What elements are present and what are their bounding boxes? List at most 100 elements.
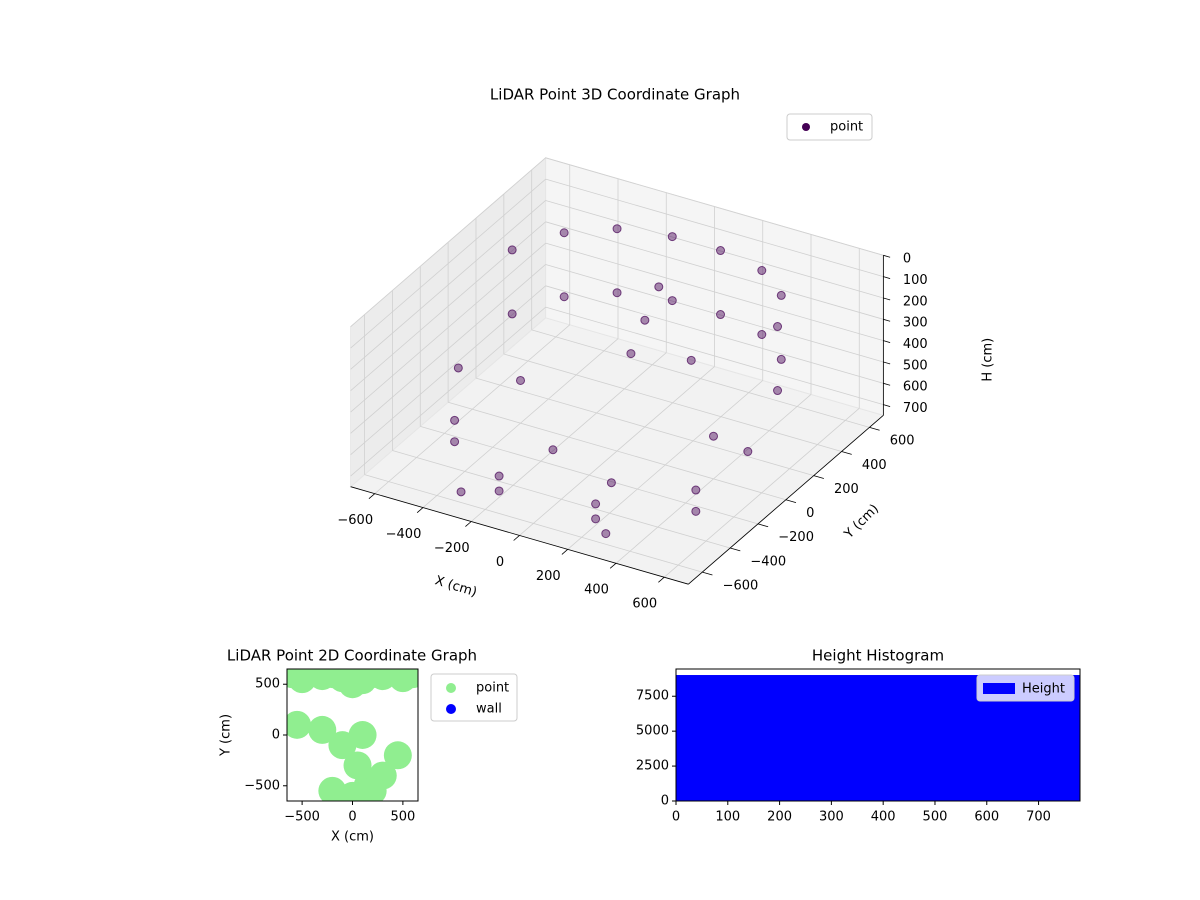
point xyxy=(507,309,517,319)
grid-line xyxy=(350,178,546,349)
x-tick-label: −600 xyxy=(337,513,373,528)
point xyxy=(612,224,622,234)
tick-mark xyxy=(368,493,376,500)
tick-mark xyxy=(883,361,891,365)
point xyxy=(667,232,677,242)
legend-label: point xyxy=(830,120,863,135)
legend-box xyxy=(430,673,518,722)
point xyxy=(591,499,601,509)
tick-mark xyxy=(513,535,520,541)
grid-line xyxy=(350,221,546,391)
point xyxy=(383,741,412,770)
legend-box xyxy=(786,113,873,141)
point xyxy=(691,506,701,516)
y-tick-label: 500 xyxy=(255,677,280,692)
legend-box xyxy=(976,674,1075,702)
x-tick-label: 200 xyxy=(536,569,561,584)
plot-area xyxy=(287,669,418,801)
tick-mark xyxy=(702,571,713,576)
point xyxy=(591,514,601,524)
chart-title: LiDAR Point 3D Coordinate Graph xyxy=(490,86,740,104)
grid-line xyxy=(545,264,884,363)
z-axis-label: H (cm) xyxy=(980,338,995,382)
point xyxy=(773,386,783,396)
chart-title: LiDAR Point 2D Coordinate Graph xyxy=(227,647,477,665)
tick-mark xyxy=(465,521,472,527)
tick-mark xyxy=(883,318,891,322)
tick-mark xyxy=(416,507,424,513)
legend-marker xyxy=(983,683,1015,694)
y-tick-label: −600 xyxy=(723,578,759,593)
legend-marker xyxy=(802,123,810,131)
point xyxy=(686,355,696,365)
x-tick-label: 400 xyxy=(584,583,609,598)
point xyxy=(626,349,636,359)
chart-title: Height Histogram xyxy=(812,647,944,665)
bar xyxy=(675,675,744,802)
y-tick-label: 2500 xyxy=(636,759,669,774)
tick-mark xyxy=(813,475,824,479)
tick-mark xyxy=(561,549,569,555)
x-axis-line xyxy=(350,486,689,585)
point xyxy=(708,431,718,441)
tick-mark xyxy=(658,576,665,583)
point xyxy=(667,296,677,306)
point xyxy=(773,322,783,332)
x-tick-label: 200 xyxy=(767,810,792,825)
point xyxy=(716,310,726,320)
x-tick-label: 600 xyxy=(632,597,657,612)
grid-line xyxy=(545,221,884,320)
point xyxy=(776,290,786,300)
point xyxy=(743,447,753,457)
x-tick-label: 500 xyxy=(923,810,948,825)
x-tick-label: 100 xyxy=(715,810,740,825)
grid-line xyxy=(531,329,870,428)
point xyxy=(691,485,701,495)
z-tick-label: 200 xyxy=(903,294,928,309)
legend-label: Height xyxy=(1022,682,1065,697)
grid-line xyxy=(420,425,759,525)
grid-line xyxy=(475,377,814,477)
y-tick-label: −200 xyxy=(778,530,814,545)
point xyxy=(450,437,460,447)
x-axis-label: X (cm) xyxy=(433,573,479,600)
x-tick-label: 400 xyxy=(871,810,896,825)
grid-line xyxy=(350,264,546,434)
x-tick-label: −200 xyxy=(434,541,470,556)
tick-mark xyxy=(883,404,891,407)
y-tick-label: 0 xyxy=(272,728,280,743)
tick-mark xyxy=(841,451,852,455)
z-tick-label: 0 xyxy=(903,252,911,267)
y-tick-label: 5000 xyxy=(636,724,669,739)
x-axis-label: X (cm) xyxy=(331,830,374,845)
grid-line xyxy=(364,474,703,573)
grid-line xyxy=(545,285,884,384)
tick-mark xyxy=(883,254,891,258)
y-tick-label: 7500 xyxy=(636,689,669,704)
bar xyxy=(877,675,946,802)
point xyxy=(640,315,650,325)
y-axis-line xyxy=(688,415,884,585)
grid-line xyxy=(545,157,884,256)
point xyxy=(654,282,664,292)
x-tick-label: −400 xyxy=(386,527,422,542)
point xyxy=(450,415,460,425)
point xyxy=(348,721,377,749)
grid-line xyxy=(448,401,786,501)
point xyxy=(358,776,387,801)
point xyxy=(516,375,526,385)
tick-mark xyxy=(730,547,741,552)
point xyxy=(494,471,504,481)
tick-mark xyxy=(883,382,891,386)
x-tick-label: 500 xyxy=(390,810,415,825)
tick-mark xyxy=(883,340,891,343)
point xyxy=(507,245,517,255)
legend-label: point xyxy=(476,681,509,696)
point xyxy=(548,445,558,455)
grid-line xyxy=(350,285,546,455)
z-tick-label: 300 xyxy=(903,316,928,331)
tick-mark xyxy=(785,499,797,504)
grid-line xyxy=(545,178,884,278)
x-tick-label: 700 xyxy=(1026,810,1051,825)
bar xyxy=(743,675,811,802)
